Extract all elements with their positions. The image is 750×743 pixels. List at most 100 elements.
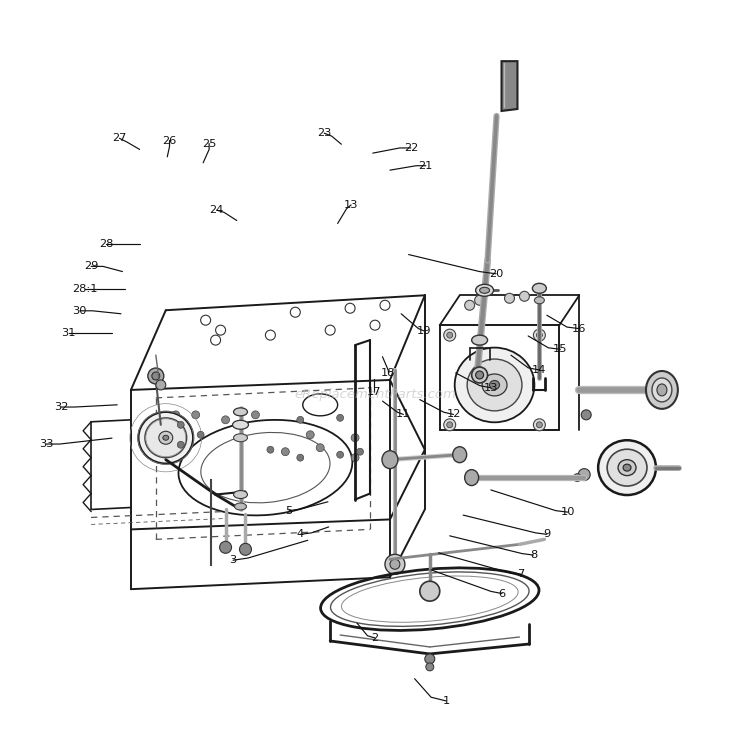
Ellipse shape bbox=[535, 296, 544, 304]
Ellipse shape bbox=[382, 451, 398, 469]
Ellipse shape bbox=[652, 378, 672, 402]
Ellipse shape bbox=[163, 435, 169, 441]
Text: 17: 17 bbox=[366, 387, 381, 398]
Text: 32: 32 bbox=[54, 402, 68, 412]
Ellipse shape bbox=[233, 490, 248, 499]
Ellipse shape bbox=[608, 450, 647, 486]
Text: eReplacementParts.com: eReplacementParts.com bbox=[294, 389, 456, 401]
Text: 13: 13 bbox=[484, 383, 498, 393]
Text: 26: 26 bbox=[163, 135, 177, 146]
Circle shape bbox=[465, 300, 475, 311]
Text: 16: 16 bbox=[572, 323, 586, 334]
Text: 20: 20 bbox=[489, 269, 503, 279]
Circle shape bbox=[533, 419, 545, 431]
Text: 13: 13 bbox=[344, 200, 358, 210]
Ellipse shape bbox=[467, 359, 522, 411]
Circle shape bbox=[476, 371, 484, 379]
Text: 33: 33 bbox=[39, 439, 53, 449]
Circle shape bbox=[444, 329, 456, 341]
Circle shape bbox=[573, 473, 581, 481]
Ellipse shape bbox=[472, 335, 488, 345]
Circle shape bbox=[267, 447, 274, 453]
Ellipse shape bbox=[479, 288, 490, 293]
Circle shape bbox=[221, 416, 230, 424]
Circle shape bbox=[172, 435, 180, 444]
Circle shape bbox=[533, 329, 545, 341]
Text: 14: 14 bbox=[532, 365, 547, 375]
Ellipse shape bbox=[159, 431, 172, 444]
Circle shape bbox=[177, 441, 184, 448]
Text: 25: 25 bbox=[202, 138, 216, 149]
Circle shape bbox=[177, 421, 184, 428]
Text: 11: 11 bbox=[396, 409, 411, 420]
Circle shape bbox=[297, 454, 304, 461]
Circle shape bbox=[447, 332, 453, 338]
Circle shape bbox=[390, 559, 400, 569]
Circle shape bbox=[306, 431, 314, 439]
Circle shape bbox=[536, 332, 542, 338]
Text: 18: 18 bbox=[381, 368, 396, 378]
Text: 15: 15 bbox=[553, 344, 568, 354]
Ellipse shape bbox=[453, 447, 466, 463]
Text: 28: 28 bbox=[99, 239, 113, 249]
Ellipse shape bbox=[233, 434, 248, 442]
Circle shape bbox=[424, 654, 435, 664]
Circle shape bbox=[447, 422, 453, 428]
Text: 12: 12 bbox=[446, 409, 460, 420]
Text: 24: 24 bbox=[209, 205, 224, 215]
Text: 22: 22 bbox=[404, 143, 418, 153]
Text: 1: 1 bbox=[442, 696, 449, 706]
Text: 8: 8 bbox=[530, 550, 537, 560]
Circle shape bbox=[426, 663, 433, 671]
Text: 7: 7 bbox=[517, 569, 524, 580]
Text: 6: 6 bbox=[499, 588, 506, 599]
Circle shape bbox=[472, 367, 488, 383]
Text: 2: 2 bbox=[371, 633, 379, 643]
Text: 23: 23 bbox=[317, 128, 332, 138]
Circle shape bbox=[281, 448, 290, 455]
Circle shape bbox=[172, 411, 180, 419]
Circle shape bbox=[385, 554, 405, 574]
Ellipse shape bbox=[646, 371, 678, 409]
Ellipse shape bbox=[139, 412, 194, 464]
Circle shape bbox=[505, 293, 515, 303]
Text: 27: 27 bbox=[112, 133, 127, 143]
Ellipse shape bbox=[232, 421, 248, 429]
Polygon shape bbox=[502, 61, 518, 111]
Text: 28:1: 28:1 bbox=[72, 284, 98, 293]
Text: 31: 31 bbox=[62, 328, 76, 338]
Ellipse shape bbox=[623, 464, 631, 471]
Circle shape bbox=[337, 451, 344, 458]
Circle shape bbox=[148, 368, 164, 384]
Text: 10: 10 bbox=[560, 507, 575, 517]
Ellipse shape bbox=[145, 418, 187, 458]
Ellipse shape bbox=[476, 285, 494, 296]
Circle shape bbox=[192, 411, 200, 419]
Text: 5: 5 bbox=[286, 506, 292, 516]
Text: 30: 30 bbox=[73, 306, 87, 316]
Ellipse shape bbox=[465, 470, 478, 486]
Circle shape bbox=[536, 422, 542, 428]
Circle shape bbox=[520, 291, 530, 301]
Circle shape bbox=[156, 380, 166, 390]
Circle shape bbox=[251, 411, 260, 419]
Ellipse shape bbox=[454, 348, 535, 422]
Circle shape bbox=[297, 416, 304, 424]
Text: 4: 4 bbox=[297, 529, 304, 539]
Circle shape bbox=[239, 543, 251, 555]
Circle shape bbox=[351, 454, 359, 461]
Circle shape bbox=[197, 431, 204, 438]
Circle shape bbox=[420, 581, 440, 601]
Ellipse shape bbox=[482, 374, 507, 396]
Circle shape bbox=[356, 448, 364, 455]
Ellipse shape bbox=[657, 384, 667, 396]
Circle shape bbox=[581, 410, 591, 420]
Circle shape bbox=[351, 434, 359, 442]
Ellipse shape bbox=[598, 441, 656, 495]
Circle shape bbox=[316, 444, 324, 452]
Circle shape bbox=[152, 372, 160, 380]
Text: 9: 9 bbox=[543, 529, 550, 539]
Ellipse shape bbox=[532, 283, 546, 293]
Text: 29: 29 bbox=[84, 262, 98, 271]
Ellipse shape bbox=[235, 503, 247, 510]
